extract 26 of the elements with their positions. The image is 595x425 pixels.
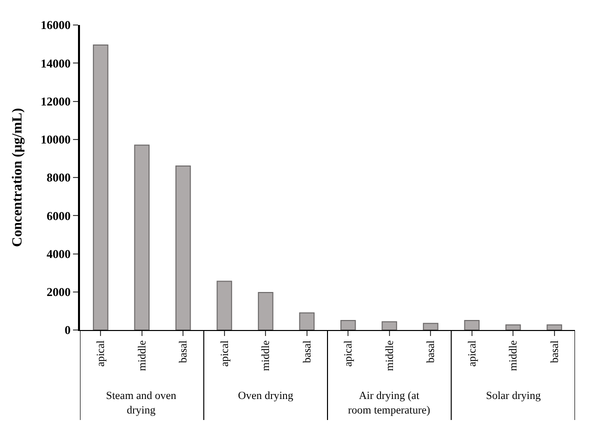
y-tick-label: 6000 (46, 208, 71, 223)
x-tick-label: basal (548, 340, 561, 364)
x-tick-label: middle (384, 340, 396, 371)
text: Steam and oven drying (106, 390, 177, 416)
y-tick-label: 16000 (40, 18, 71, 32)
x-tick-label: apical (218, 340, 231, 367)
x-tick-label: basal (425, 340, 438, 364)
y-tick-label: 14000 (40, 56, 71, 70)
y-tick-label: 12000 (40, 94, 71, 108)
y-axis-title: Concentration (µg/mL) (10, 108, 26, 248)
y-tick-label: 10000 (40, 132, 71, 147)
text: Solar drying (486, 390, 542, 402)
x-tick-label: basal (301, 340, 314, 364)
text: Oven drying (238, 390, 294, 402)
x-tick-label: middle (260, 340, 272, 371)
y-tick-label: 8000 (46, 170, 71, 185)
x-tick-label: middle (136, 340, 148, 371)
x-tick-label: middle (508, 340, 520, 371)
y-tick-label: 0 (64, 323, 71, 338)
x-tick-label: apical (466, 340, 478, 367)
x-tick-label: apical (342, 340, 355, 367)
y-tick-label: 2000 (46, 285, 71, 300)
y-tick-label: 4000 (46, 246, 71, 261)
x-tick-label: apical (95, 340, 108, 367)
x-tick-label: basal (178, 340, 190, 364)
text: Air drying (at room temperature) (348, 390, 430, 416)
